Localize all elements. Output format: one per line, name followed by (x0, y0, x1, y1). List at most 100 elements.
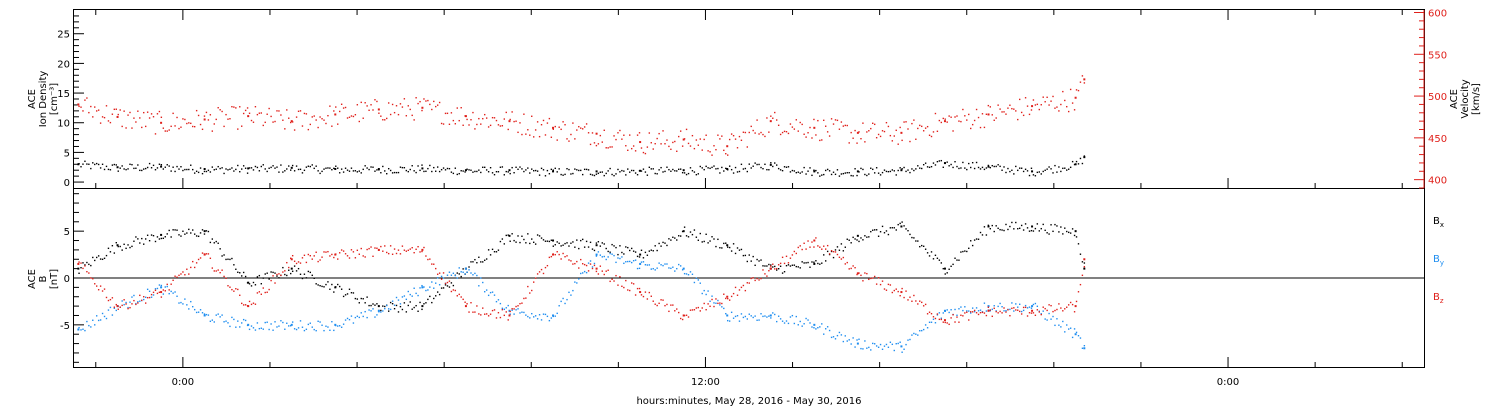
bz-point-sample (924, 303, 927, 306)
by-point-sample (742, 316, 745, 319)
bz-point-sample (94, 283, 96, 285)
bz-point-sample (928, 311, 931, 313)
density-point-sample (409, 168, 411, 171)
bz-point-sample (239, 294, 241, 296)
by-point-sample (781, 320, 784, 322)
density-point-sample (697, 173, 700, 175)
by-point-sample (836, 334, 839, 337)
bx-point-sample (887, 233, 890, 236)
velocity-point-sample (95, 110, 98, 112)
bx-point-sample (774, 265, 776, 268)
by-point-sample (203, 313, 206, 315)
velocity-point-sample (583, 126, 586, 128)
bx-point-sample (370, 304, 372, 307)
velocity-point-sample (658, 132, 660, 135)
by-point-sample (360, 312, 362, 314)
bx-point-sample (607, 250, 609, 253)
by-point-sample (95, 315, 98, 317)
by-point-sample (293, 328, 296, 330)
velocity-point-sample (105, 105, 108, 107)
bz-point-sample (219, 271, 221, 274)
bz-point-sample (1058, 303, 1060, 305)
density-point-sample (854, 168, 856, 170)
by-point-sample (127, 306, 129, 309)
density-point-sample (193, 172, 196, 174)
density-point (1083, 156, 1086, 159)
bx-point-sample (909, 233, 911, 236)
density-point-sample (137, 164, 139, 166)
bz-point (160, 291, 163, 294)
density-point-sample (580, 169, 582, 172)
bx-point-sample (1052, 230, 1054, 233)
bz-point-sample (742, 284, 745, 287)
density-point-sample (227, 169, 229, 171)
by-point-sample (585, 271, 588, 274)
bx-point-sample (82, 262, 84, 264)
bx-point-sample (995, 225, 997, 227)
bx-point-sample (1079, 253, 1082, 255)
bx-point-sample (248, 283, 251, 285)
bx-point-sample (832, 256, 835, 259)
bz-point-sample (830, 249, 833, 252)
bz-point-sample (154, 289, 157, 292)
density-point-sample (999, 165, 1001, 168)
by-point-sample (725, 312, 727, 315)
bx-point-sample (246, 282, 249, 284)
bx-point-sample (664, 242, 666, 244)
density-point-sample (254, 165, 257, 168)
velocity-point-sample (141, 126, 143, 129)
velocity-point-sample (617, 132, 619, 134)
bz-point-sample (505, 311, 507, 313)
density-point-sample (797, 171, 799, 173)
density-point-sample (917, 165, 919, 167)
bx-point-sample (629, 249, 631, 252)
density-point-sample (99, 167, 102, 169)
density-point-sample (1066, 169, 1068, 171)
velocity-point-sample (364, 102, 366, 104)
by-point-sample (1038, 310, 1040, 312)
by-point-sample (258, 327, 261, 330)
density-point-sample (615, 173, 617, 175)
density-point-sample (893, 170, 895, 172)
density-point-sample (329, 167, 331, 169)
velocity-point-sample (650, 142, 652, 144)
bz-point-sample (193, 266, 196, 269)
bz-point-sample (738, 289, 741, 291)
bz-point-sample (578, 267, 580, 269)
density-point-sample (325, 167, 327, 169)
bz-point-sample (284, 270, 286, 272)
velocity-point-sample (713, 145, 715, 147)
velocity-point-sample (529, 134, 531, 136)
bx-point-sample (452, 284, 455, 287)
density-point (334, 168, 337, 171)
bz-point-sample (115, 303, 117, 306)
density-point-sample (458, 172, 460, 175)
velocity-point (77, 103, 80, 106)
velocity-point-sample (519, 122, 521, 124)
velocity-point-sample (213, 123, 215, 125)
density-point-sample (362, 168, 364, 171)
bz-point-sample (180, 273, 182, 275)
bz-point-sample (311, 258, 313, 260)
velocity-point-sample (744, 131, 747, 134)
bx-point-sample (229, 258, 231, 261)
bx-point-sample (176, 229, 178, 231)
top-left-tick-label: 20 (57, 59, 70, 70)
bx-point-sample (364, 302, 366, 304)
velocity-point-sample (758, 133, 760, 135)
velocity-point-sample (329, 105, 331, 107)
velocity-point-sample (1028, 113, 1031, 116)
by-point-sample (184, 298, 186, 300)
density-point-sample (750, 167, 752, 169)
bz-point-sample (182, 271, 184, 273)
velocity-point-sample (634, 150, 637, 152)
bz-point-sample (290, 257, 292, 259)
velocity-point-sample (246, 107, 249, 109)
by-point-sample (225, 320, 227, 322)
bz-point-sample (809, 246, 811, 248)
density-point-sample (956, 165, 958, 168)
bz-point-sample (862, 280, 864, 282)
velocity-point-sample (826, 131, 829, 133)
bx-point-sample (703, 240, 705, 243)
bz-point-sample (629, 289, 631, 292)
